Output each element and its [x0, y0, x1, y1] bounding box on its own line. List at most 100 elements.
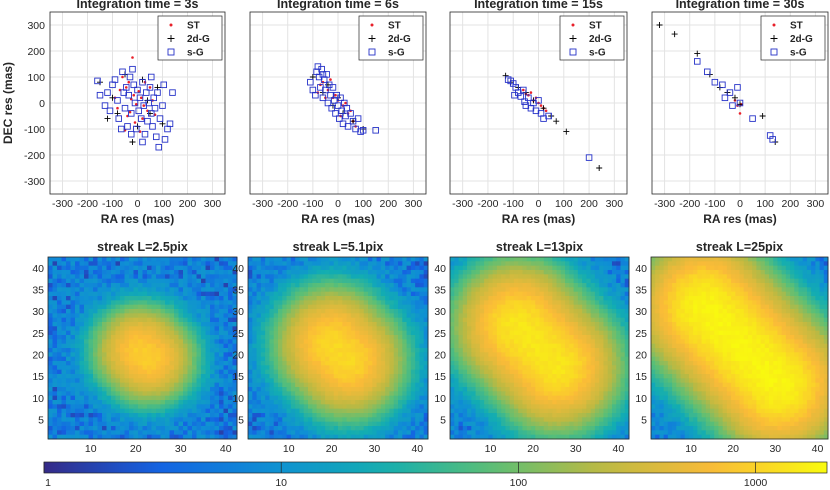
heatmap-cell: [325, 287, 330, 293]
heatmap-cell: [380, 395, 386, 401]
heatmap-cell: [165, 417, 170, 423]
heatmap-cell: [385, 335, 390, 340]
heatmap-cell: [398, 287, 403, 293]
heatmap-cell: [320, 300, 326, 306]
heatmap-cell: [102, 309, 107, 314]
heatmap-cell: [398, 387, 403, 392]
heatmap-cell: [265, 417, 270, 423]
heatmap-cell: [295, 300, 300, 306]
heatmap-cell: [210, 304, 215, 310]
heatmap-cell: [594, 278, 600, 284]
heatmap-cell: [423, 400, 429, 405]
heatmap-cell: [57, 400, 62, 405]
heatmap-cell: [286, 317, 292, 323]
heatmap-cell: [111, 330, 116, 336]
heatmap-cell: [196, 408, 202, 414]
heatmap-cell: [398, 300, 403, 306]
heatmap-cell: [70, 343, 76, 349]
heatmap-cell: [380, 426, 386, 431]
heatmap-cell: [535, 257, 540, 262]
heatmap-cell: [57, 395, 62, 401]
heatmap-cell: [543, 257, 549, 262]
heatmap-cell: [210, 404, 215, 410]
heatmap-cell: [151, 413, 157, 418]
heatmap-cell: [320, 404, 326, 410]
heatmap-cell: [492, 309, 498, 314]
heatmap-cell: [169, 365, 175, 371]
heatmap-cell: [269, 430, 275, 436]
heatmap-cell: [467, 317, 472, 323]
heatmap-cell: [115, 369, 121, 375]
heatmap-cell: [586, 352, 592, 358]
heatmap-cell: [97, 265, 103, 271]
heatmap-cell: [102, 335, 107, 340]
heatmap-cell: [214, 309, 220, 314]
data-point-st: [539, 104, 543, 107]
heatmap-cell: [380, 361, 386, 366]
heatmap-cell: [389, 408, 395, 414]
heatmap-cell: [70, 326, 76, 332]
heatmap-cell: [518, 278, 523, 284]
heatmap-cell: [376, 352, 382, 358]
heatmap-cell: [269, 378, 275, 384]
heatmap-cell: [385, 430, 390, 436]
data-point-s-g: [145, 99, 152, 107]
heatmap-cell: [586, 274, 592, 280]
heatmap-cell: [415, 348, 420, 353]
heatmap-cell: [115, 395, 121, 401]
heatmap-cell: [329, 335, 335, 340]
heatmap-cell: [286, 300, 292, 306]
heatmap-cell: [496, 296, 502, 301]
heatmap-cell: [165, 300, 170, 306]
heatmap-cell: [573, 335, 579, 340]
data-point-2d-g: [737, 101, 743, 108]
heatmap-cell: [219, 361, 224, 366]
heatmap-cell: [385, 378, 390, 384]
heatmap-cell: [620, 270, 626, 275]
heatmap-cell: [52, 339, 58, 345]
heatmap-cell: [120, 356, 125, 362]
heatmap-cell: [539, 304, 545, 310]
heatmap-cell: [88, 387, 94, 392]
heatmap-cell: [147, 348, 152, 353]
heatmap-cell: [355, 426, 360, 431]
heatmap-cell: [479, 309, 485, 314]
heatmap-cell: [61, 369, 67, 375]
heatmap-cell: [260, 374, 266, 379]
heatmap-cell: [338, 317, 343, 323]
heatmap-cell: [303, 421, 309, 427]
legend-label: 2d-G: [589, 34, 612, 45]
heatmap-cell: [102, 374, 107, 379]
heatmap-cell: [97, 313, 103, 319]
heatmap-cell: [115, 413, 121, 418]
heatmap-cell: [342, 257, 348, 262]
heatmap-cell: [57, 365, 62, 371]
x-axis-label: RA res (mas): [301, 212, 375, 226]
heatmap-cell: [278, 322, 283, 327]
heatmap-cell: [205, 330, 211, 336]
heatmap-cell: [496, 257, 502, 262]
heatmap-cell: [61, 361, 67, 366]
heatmap-cell: [415, 300, 420, 306]
heatmap-cell: [543, 365, 549, 371]
y-tick-label: -100: [24, 124, 45, 136]
heatmap-cell: [454, 361, 460, 366]
heatmap-cell: [556, 304, 562, 310]
heatmap-cell: [129, 261, 134, 267]
heatmap-cell: [66, 426, 71, 431]
heatmap-cell: [290, 322, 296, 327]
heatmap-cell: [355, 335, 360, 340]
heatmap-cell: [569, 300, 575, 306]
heatmap-cell: [582, 296, 587, 301]
heatmap-cell: [329, 296, 335, 301]
heatmap-cell: [479, 270, 485, 275]
heatmap-cell: [423, 395, 429, 401]
heatmap-cell: [548, 270, 553, 275]
heatmap-cell: [450, 356, 455, 362]
heatmap-cell: [398, 270, 403, 275]
heatmap-cell: [303, 413, 309, 418]
heatmap-cell: [406, 322, 412, 327]
heatmap-cell: [501, 257, 506, 262]
heatmap-cell: [376, 365, 382, 371]
heatmap-cell: [178, 400, 184, 405]
